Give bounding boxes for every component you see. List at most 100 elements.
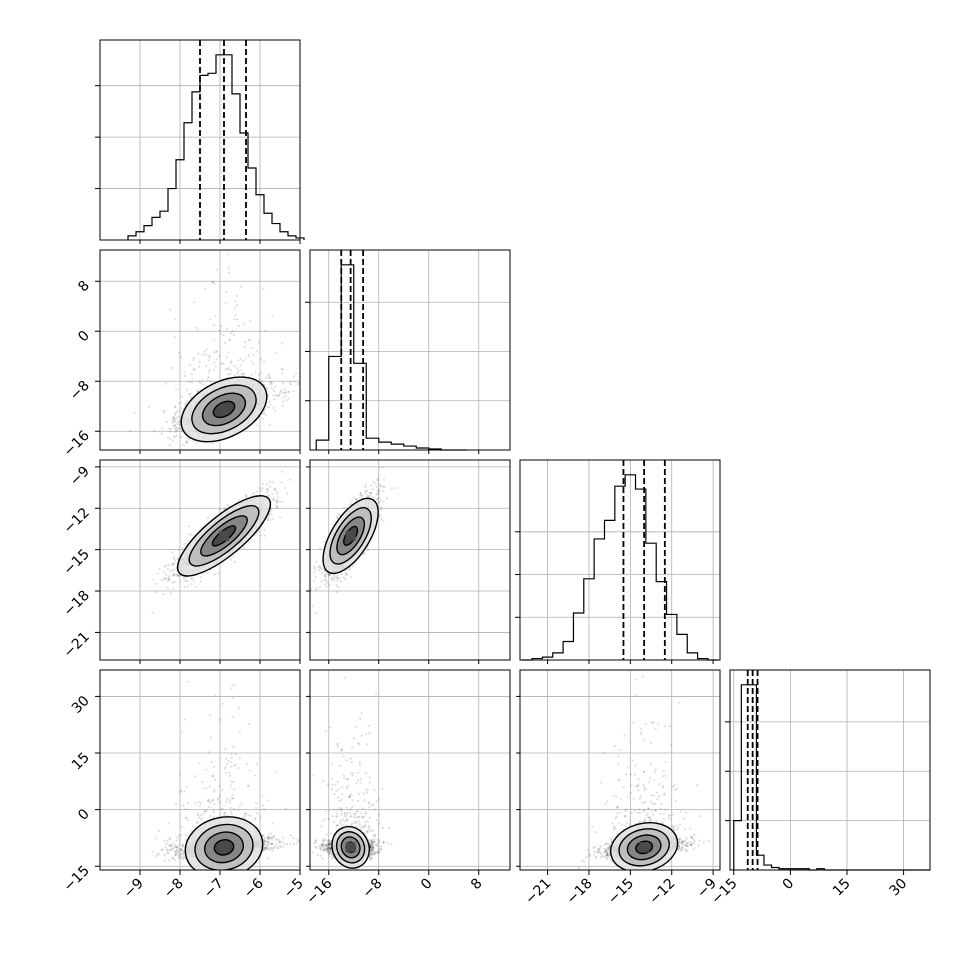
scatter-point — [372, 496, 375, 499]
scatter-point — [362, 552, 365, 555]
scatter-point — [239, 357, 242, 360]
scatter-point — [237, 324, 240, 328]
scatter-point — [233, 374, 236, 377]
scatter-point — [168, 430, 171, 433]
scatter-point — [287, 390, 290, 394]
scatter-point — [182, 577, 186, 581]
scatter-point — [267, 406, 270, 409]
scatter-point — [162, 593, 165, 596]
scatter-point — [268, 480, 271, 483]
scatter-point — [177, 549, 180, 552]
scatter-point — [208, 369, 211, 372]
scatter-point — [199, 576, 203, 579]
scatter-point — [311, 385, 313, 387]
scatter-point — [163, 570, 166, 574]
scatter-point — [361, 494, 364, 497]
scatter-point — [204, 353, 207, 356]
histogram-0 — [127, 54, 305, 240]
scatter-point — [234, 299, 237, 302]
scatter-point — [172, 587, 175, 591]
scatter-point — [271, 517, 274, 520]
scatter-point — [230, 361, 233, 364]
frame-diag-2 — [519, 459, 721, 661]
scatter-point — [327, 573, 330, 576]
scatter-point — [224, 368, 227, 371]
scatter-point — [278, 394, 281, 397]
scatter-point — [254, 371, 257, 374]
scatter-point — [279, 389, 283, 392]
scatter-point — [199, 381, 202, 385]
scatter-point — [172, 420, 175, 423]
scatter-point — [171, 366, 174, 369]
scatter-point — [176, 574, 179, 577]
frame-diag-0 — [99, 39, 301, 241]
scatter-point — [342, 576, 345, 579]
scatter-point — [152, 578, 155, 581]
scatter-point — [175, 416, 178, 419]
scatter-point — [292, 375, 295, 378]
scatter-point — [162, 578, 165, 581]
scatter-point — [188, 363, 191, 366]
scatter-point — [218, 354, 221, 357]
scatter-point — [237, 359, 240, 362]
scatter-point — [275, 500, 278, 503]
scatter-point — [164, 565, 167, 568]
scatter-point — [314, 588, 318, 592]
scatter-point — [325, 585, 328, 588]
scatter-point — [177, 415, 180, 418]
scatter-point — [196, 389, 200, 393]
scatter-point — [183, 542, 186, 545]
scatter-point — [324, 575, 327, 578]
scatter-point — [227, 271, 230, 274]
scatter-point — [158, 568, 161, 571]
scatter-point — [281, 404, 284, 407]
scatter-point — [233, 306, 236, 309]
scatter-point — [378, 505, 381, 508]
scatter-point — [166, 567, 169, 570]
scatter-point — [377, 500, 381, 504]
scatter-point — [271, 492, 274, 495]
histogram-panel-0 — [95, 39, 305, 241]
scatter-point — [178, 423, 181, 426]
scatter-point — [236, 367, 239, 370]
scatter-point — [164, 577, 168, 580]
scatter-point — [331, 575, 334, 578]
scatter-point — [160, 579, 163, 582]
scatter-point — [352, 496, 355, 499]
scatter-point — [242, 546, 245, 550]
scatter-point — [212, 281, 215, 284]
scatter-point — [276, 506, 279, 509]
scatter-point — [213, 573, 216, 576]
scatter-point — [182, 443, 185, 447]
scatter-point — [257, 341, 260, 344]
scatter-point — [319, 547, 322, 550]
scatter-point — [380, 506, 383, 509]
scatter-point — [268, 374, 271, 377]
scatter-point — [266, 373, 269, 376]
scatter-point — [264, 534, 267, 537]
scatter-point — [269, 403, 272, 406]
scatter-point — [295, 372, 298, 375]
scatter-point — [160, 432, 164, 435]
scatter-point — [289, 478, 292, 481]
scatter-point — [272, 406, 275, 409]
scatter-point — [230, 360, 233, 363]
scatter-point — [199, 580, 202, 583]
scatter-point — [318, 586, 322, 589]
scatter-point — [183, 585, 186, 589]
scatter-point — [276, 499, 279, 502]
scatter-point — [285, 399, 288, 402]
scatter-point — [177, 352, 181, 355]
scatter-point — [287, 397, 290, 400]
scatter-point — [177, 410, 180, 413]
scatter-point — [177, 574, 180, 577]
scatter-point — [232, 555, 235, 558]
scatter-point — [255, 532, 258, 535]
scatter-point — [245, 496, 248, 499]
scatter-point — [174, 573, 177, 576]
scatter-point — [255, 424, 258, 427]
scatter-point — [289, 383, 292, 386]
frame-diag-3 — [729, 669, 931, 871]
scatter-point — [180, 435, 183, 438]
scatter-point — [171, 551, 174, 554]
